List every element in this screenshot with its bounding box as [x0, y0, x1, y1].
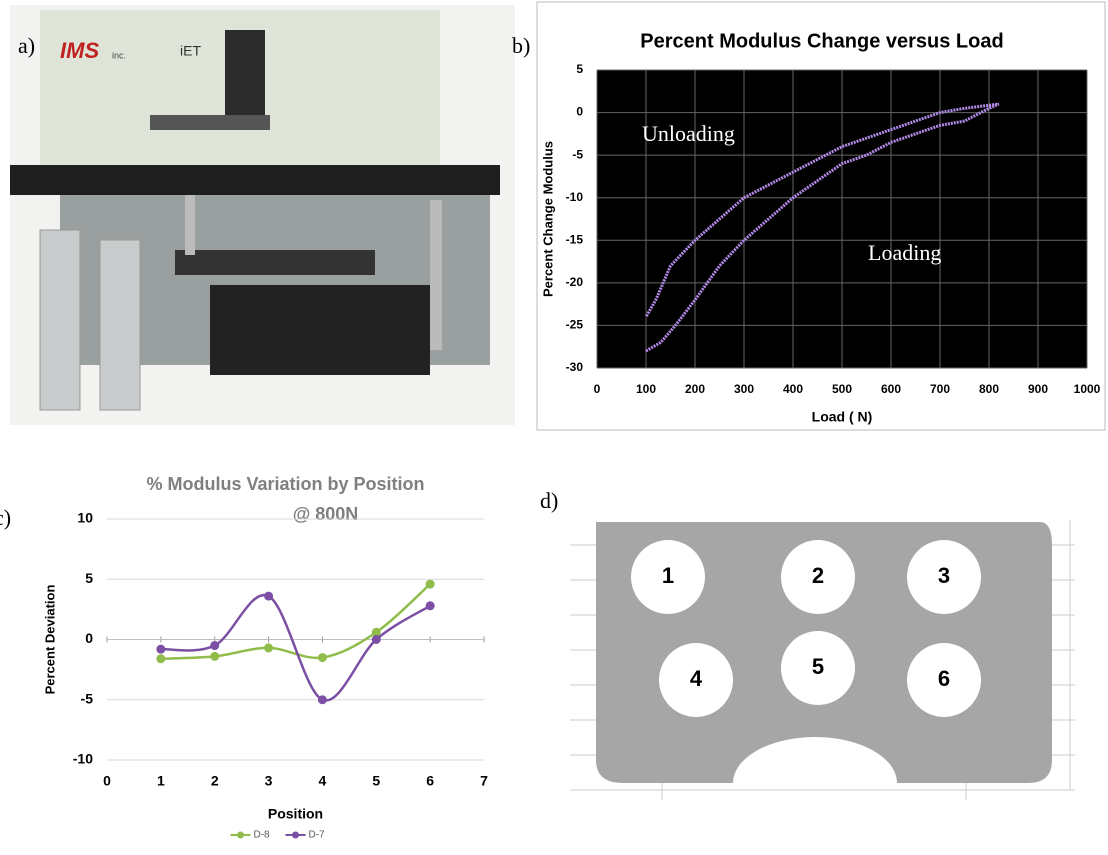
data-point	[318, 653, 327, 662]
photo: IMS inc. iET a)	[10, 5, 515, 425]
x-axis-label: Position	[268, 806, 323, 822]
y-tick-label: 10	[77, 510, 93, 526]
panel-label: c)	[0, 505, 11, 530]
data-point	[264, 592, 273, 601]
logo: IMS	[60, 38, 99, 63]
series-line	[161, 595, 430, 700]
x-tick-label: 200	[685, 382, 705, 396]
hole-label: 4	[690, 666, 703, 691]
x-tick-label: 0	[103, 773, 111, 789]
hole-label: 3	[938, 563, 950, 588]
hole-label: 5	[812, 654, 824, 679]
post	[430, 200, 442, 350]
y-tick-label: -25	[566, 318, 584, 332]
hole-label: 2	[812, 563, 824, 588]
data-point	[426, 601, 435, 610]
y-tick-label: -10	[566, 190, 584, 204]
chart-title: Percent Modulus Change versus Load	[640, 30, 1003, 52]
data-point	[372, 635, 381, 644]
y-axis-label: Percent Deviation	[42, 585, 57, 695]
data-point	[156, 645, 165, 654]
y-tick-label: 0	[85, 630, 93, 646]
data-point	[426, 580, 435, 589]
figure: IMS inc. iET a) d) 1 2 3 4 5 6 b) Percent Modul…	[0, 0, 1108, 850]
data-point	[210, 641, 219, 650]
y-tick-label: -10	[73, 751, 93, 767]
x-tick-label: 500	[832, 382, 852, 396]
motor	[225, 30, 265, 115]
x-tick-label: 3	[265, 773, 273, 789]
annotation: Unloading	[642, 121, 735, 146]
annotation: Loading	[868, 240, 941, 265]
platen	[175, 250, 375, 275]
legend-marker	[237, 832, 244, 839]
y-tick-label: -30	[566, 360, 584, 374]
x-tick-label: 6	[426, 773, 434, 789]
x-tick-label: 0	[594, 382, 601, 396]
x-tick-label: 5	[372, 773, 380, 789]
chart-title: % Modulus Variation by Position	[146, 474, 424, 494]
x-tick-label: 800	[979, 382, 999, 396]
y-tick-label: 0	[576, 105, 583, 119]
x-axis-label: Load ( N)	[812, 409, 873, 425]
hole-label: 1	[662, 563, 674, 588]
door-frame	[100, 240, 140, 410]
x-tick-label: 2	[211, 773, 219, 789]
table-top	[10, 165, 500, 195]
x-tick-label: 700	[930, 382, 950, 396]
y-tick-label: -20	[566, 275, 584, 289]
x-tick-label: 900	[1028, 382, 1048, 396]
y-tick-label: -15	[566, 232, 584, 246]
post	[185, 195, 195, 255]
x-tick-label: 1	[157, 773, 165, 789]
hole-label: 6	[938, 666, 950, 691]
y-axis-label: Percent Change Modulus	[540, 141, 555, 297]
data-point	[318, 695, 327, 704]
panel-label: b)	[512, 33, 530, 58]
data-point	[210, 652, 219, 661]
y-tick-label: -5	[81, 690, 94, 706]
legend-marker	[292, 832, 299, 839]
door-frame	[40, 230, 80, 410]
panel-label: d)	[540, 488, 558, 513]
x-tick-label: 600	[881, 382, 901, 396]
y-tick-label: 5	[576, 62, 583, 76]
panel-label: a)	[18, 33, 35, 58]
x-tick-label: 1000	[1074, 382, 1101, 396]
data-point	[264, 643, 273, 652]
data-point	[156, 654, 165, 663]
legend-label: D-7	[309, 830, 326, 841]
x-tick-label: 300	[734, 382, 754, 396]
base-block	[210, 285, 430, 375]
y-tick-label: 5	[85, 570, 93, 586]
y-tick-label: -5	[572, 147, 583, 161]
x-tick-label: 400	[783, 382, 803, 396]
top-plate	[150, 115, 270, 130]
logo-suffix: inc.	[112, 50, 126, 60]
chart-title: @ 800N	[293, 504, 359, 524]
model-text: iET	[180, 43, 201, 59]
x-tick-label: 4	[319, 773, 327, 789]
x-tick-label: 100	[636, 382, 656, 396]
x-tick-label: 7	[480, 773, 488, 789]
legend-label: D-8	[254, 830, 271, 841]
